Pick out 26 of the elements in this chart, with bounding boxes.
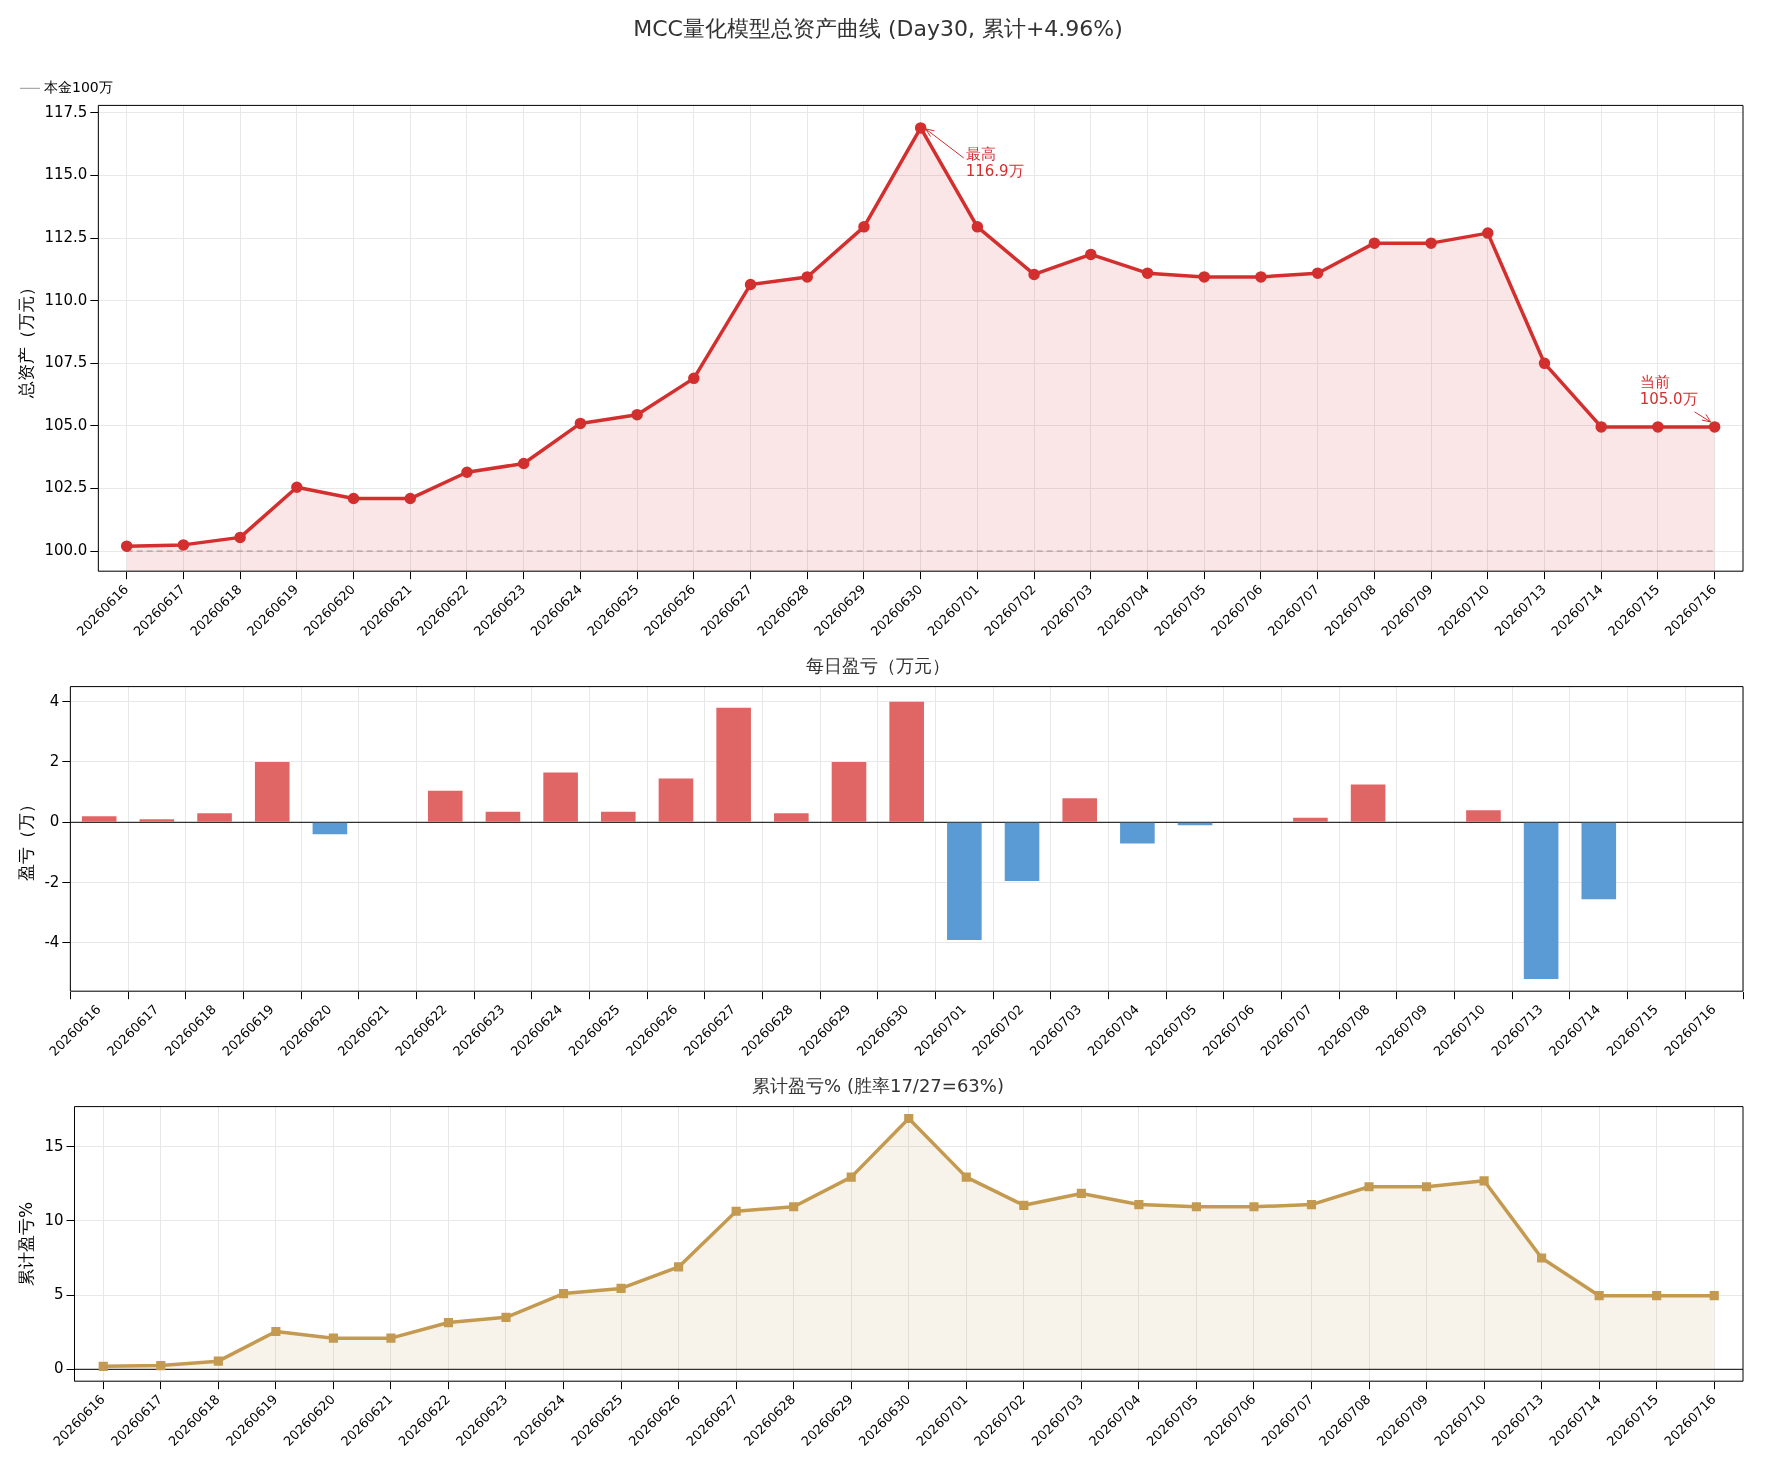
annotation: 当前 105.0万 [1639,373,1698,409]
legend-label: 本金100万 [44,79,113,96]
chart-title: MCC量化模型总资产曲线 (Day30, 累计+4.96%) [633,15,1123,41]
y-tick-label: 5 [53,1284,64,1303]
chart-title: 累计盈亏% (胜率17/27=63%) [752,1075,1004,1097]
y-tick-label: 107.5 [44,353,88,372]
y-tick-label: 0 [53,1359,64,1378]
y-tick-label: 115.0 [44,165,88,184]
y-tick-label: 112.5 [44,228,88,247]
y-tick-label: -2 [44,872,60,891]
y-tick-label: 15 [44,1136,64,1155]
annotation: 最高 116.9万 [965,145,1024,181]
y-axis-title: 总资产（万元） [15,278,36,399]
y-axis-title: 累计盈亏% [15,1201,36,1286]
y-tick-label: 2 [49,751,60,770]
y-axis-title: 盈亏（万） [15,796,36,882]
y-tick-label: 10 [44,1210,64,1229]
y-tick-label: 110.0 [44,290,88,309]
y-tick-label: 117.5 [44,102,88,121]
y-tick-label: 105.0 [44,415,88,434]
y-tick-label: 100.0 [44,541,88,560]
y-tick-label: -4 [44,932,60,951]
y-tick-label: 0 [49,812,60,831]
y-tick-label: 4 [49,691,60,710]
chart-title: 每日盈亏（万元） [806,655,950,677]
y-tick-label: 102.5 [44,478,88,497]
